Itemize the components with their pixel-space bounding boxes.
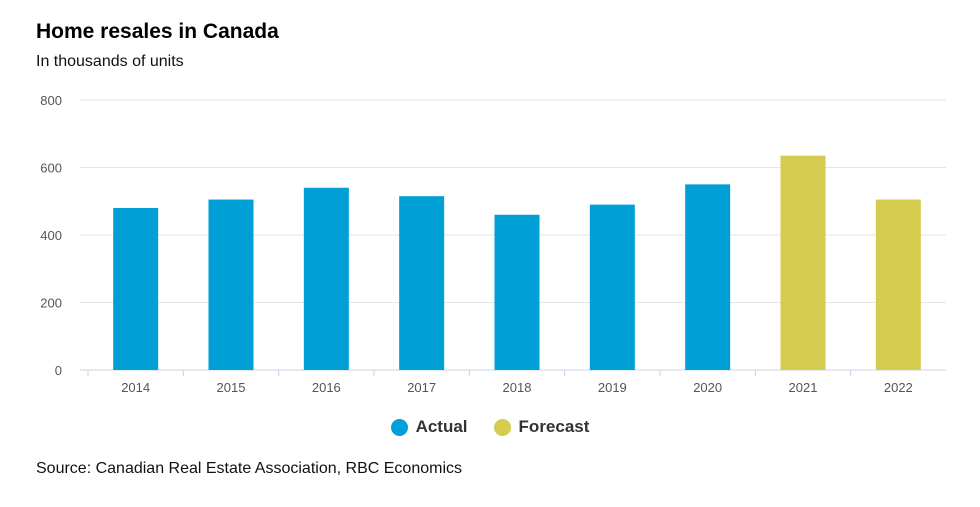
x-tick-label: 2019 [598,380,627,395]
x-tick-label: 2022 [884,380,913,395]
chart-subtitle: In thousands of units [36,53,184,70]
legend-dot-forecast [493,418,511,436]
legend-label-actual: Actual [415,417,468,436]
x-tick-label: 2016 [312,380,341,395]
legend-dot-actual [390,418,408,436]
x-tick-label: 2014 [121,380,150,395]
y-tick-label: 400 [40,228,62,243]
x-tick-label: 2020 [693,380,722,395]
y-tick-label: 200 [40,296,62,311]
bar-actual-2015[interactable] [208,199,254,370]
x-tick-label: 2018 [503,380,532,395]
y-tick-label: 0 [55,363,62,378]
y-tick-label: 600 [40,161,62,176]
x-tick-label: 2017 [407,380,436,395]
bars [113,155,921,370]
bar-forecast-2022[interactable] [875,199,921,370]
y-tick-labels: 0 200 400 600 800 [40,93,62,378]
legend-label-forecast: Forecast [518,417,590,436]
bar-actual-2018[interactable] [494,214,540,370]
chart-title: Home resales in Canada [36,20,279,43]
bar-actual-2016[interactable] [303,187,349,370]
bar-actual-2017[interactable] [399,196,445,370]
y-tick-label: 800 [40,93,62,108]
bar-actual-2014[interactable] [113,208,159,370]
legend-item-forecast[interactable]: Forecast [493,417,590,437]
x-tick-labels: 2014 2015 2016 2017 2018 2019 2020 2021 2022 [87,370,913,395]
legend-item-actual[interactable]: Actual [390,417,468,437]
x-tick-label: 2015 [217,380,246,395]
bar-actual-2019[interactable] [589,204,635,370]
bar-actual-2020[interactable] [685,184,731,370]
x-tick-label: 2021 [789,380,818,395]
legend: Actual Forecast [0,417,980,437]
bar-forecast-2021[interactable] [780,155,826,370]
source-note: Source: Canadian Real Estate Association… [36,460,462,477]
